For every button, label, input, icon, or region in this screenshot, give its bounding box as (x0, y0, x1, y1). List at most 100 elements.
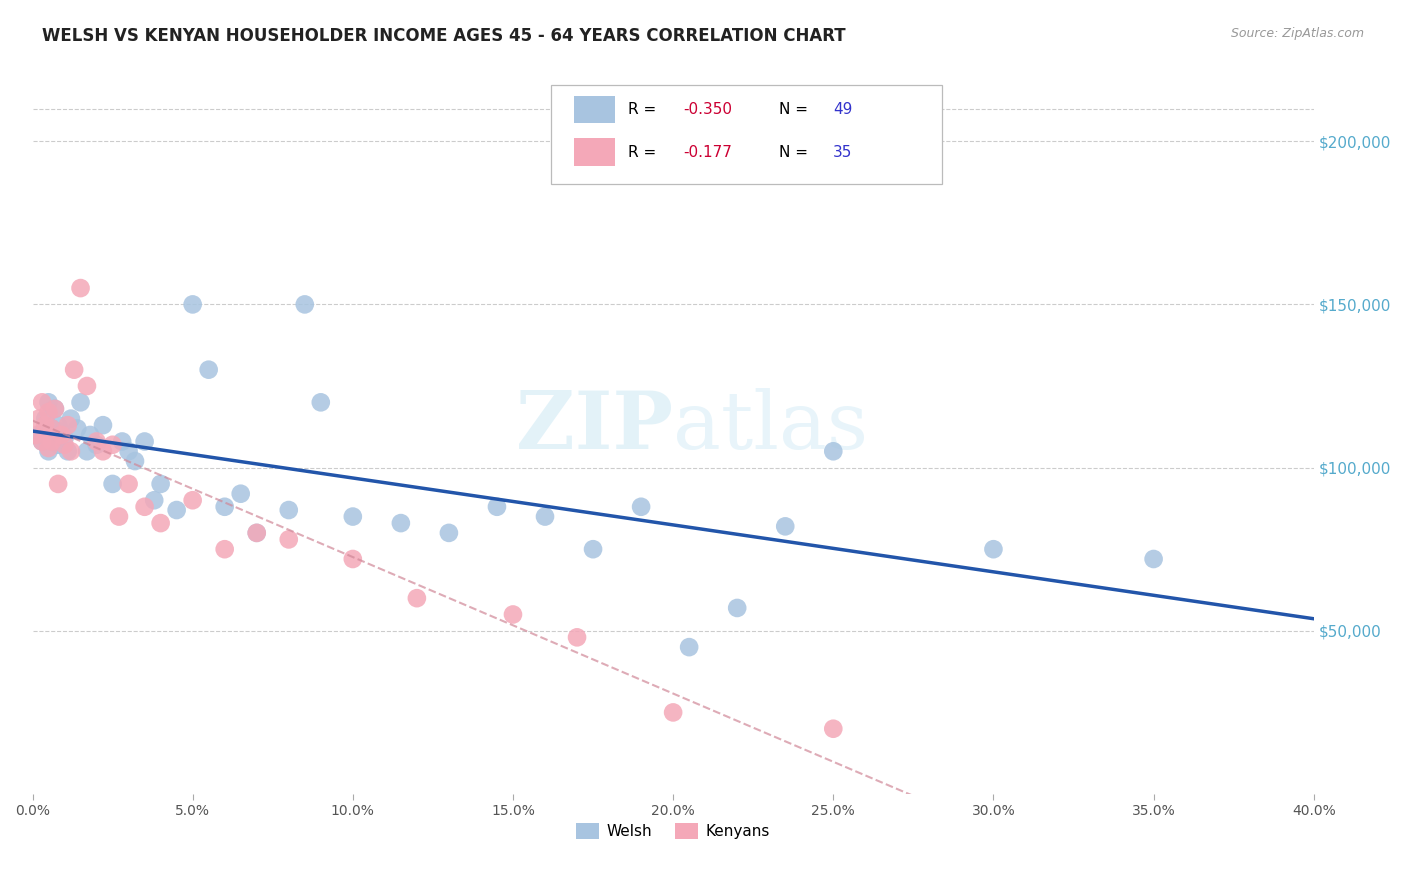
Point (44, 401, 66, 416)
FancyBboxPatch shape (551, 86, 942, 185)
Point (31, 434, 53, 449)
Point (28, 411, 51, 425)
Point (44, 434, 66, 449)
Point (342, 552, 364, 566)
Point (69, 281, 91, 295)
Point (678, 640, 700, 654)
Point (41, 421, 63, 435)
Point (1142, 552, 1164, 566)
Point (166, 503, 188, 517)
Point (31, 395, 53, 409)
Point (437, 525, 460, 540)
Point (24, 428, 46, 442)
Point (277, 533, 299, 547)
Point (111, 434, 134, 449)
Point (143, 493, 166, 508)
Point (86, 434, 108, 449)
Point (38, 405, 60, 419)
Text: -0.177: -0.177 (683, 145, 733, 160)
Point (56, 418, 79, 433)
Point (773, 519, 796, 533)
Point (294, 297, 316, 311)
Point (108, 509, 131, 524)
Point (46, 477, 69, 491)
Point (582, 542, 605, 557)
Point (406, 591, 429, 606)
Point (565, 631, 588, 645)
Point (53, 431, 76, 445)
Text: R =: R = (628, 145, 666, 160)
Point (51, 428, 73, 442)
Point (69, 395, 91, 409)
Point (662, 706, 685, 720)
Point (41, 434, 63, 449)
Text: -0.350: -0.350 (683, 102, 733, 117)
Point (34, 411, 56, 425)
Point (124, 454, 146, 468)
Point (91, 444, 114, 458)
Text: ZIP: ZIP (516, 388, 673, 466)
Point (34, 418, 56, 433)
Point (823, 722, 845, 736)
Point (66, 421, 89, 435)
Point (59, 444, 82, 458)
Point (181, 493, 204, 508)
Point (134, 500, 156, 514)
Point (59, 411, 82, 425)
Point (63, 362, 86, 376)
FancyBboxPatch shape (575, 138, 616, 166)
Point (53, 438, 76, 452)
Point (229, 486, 252, 500)
Point (46, 438, 69, 452)
Legend: Welsh, Kenyans: Welsh, Kenyans (569, 817, 776, 845)
Point (51, 425, 73, 439)
Point (38, 395, 60, 409)
Point (76, 444, 98, 458)
Point (309, 395, 332, 409)
Text: N =: N = (779, 102, 813, 117)
Point (117, 444, 139, 458)
Text: 49: 49 (834, 102, 852, 117)
Point (101, 477, 124, 491)
Point (38, 441, 60, 455)
Point (197, 362, 219, 376)
Point (485, 500, 508, 514)
Point (101, 438, 124, 452)
Text: WELSH VS KENYAN HOUSEHOLDER INCOME AGES 45 - 64 YEARS CORRELATION CHART: WELSH VS KENYAN HOUSEHOLDER INCOME AGES … (42, 27, 846, 45)
Point (76, 379, 98, 393)
Point (214, 542, 236, 557)
Point (149, 477, 172, 491)
Point (86, 438, 108, 452)
Point (44, 401, 66, 416)
Text: 35: 35 (834, 145, 852, 160)
Point (246, 525, 269, 540)
Text: atlas: atlas (673, 388, 869, 466)
Text: R =: R = (628, 102, 661, 117)
Point (149, 516, 172, 530)
Point (134, 434, 156, 449)
Point (502, 607, 524, 622)
FancyBboxPatch shape (575, 95, 616, 123)
Point (56, 444, 79, 458)
Point (983, 542, 1005, 557)
Point (181, 297, 204, 311)
Point (28, 428, 51, 442)
Point (823, 444, 845, 458)
Point (79, 428, 101, 442)
Point (342, 509, 364, 524)
Point (277, 503, 299, 517)
Point (41, 421, 63, 435)
Point (91, 418, 114, 433)
Point (246, 525, 269, 540)
Point (117, 477, 139, 491)
Point (214, 500, 236, 514)
Text: Source: ZipAtlas.com: Source: ZipAtlas.com (1230, 27, 1364, 40)
Point (630, 500, 652, 514)
Point (31, 434, 53, 449)
Point (46, 418, 69, 433)
Point (725, 601, 748, 615)
Point (534, 509, 557, 524)
Point (38, 444, 60, 458)
Point (389, 516, 412, 530)
Text: N =: N = (779, 145, 813, 160)
